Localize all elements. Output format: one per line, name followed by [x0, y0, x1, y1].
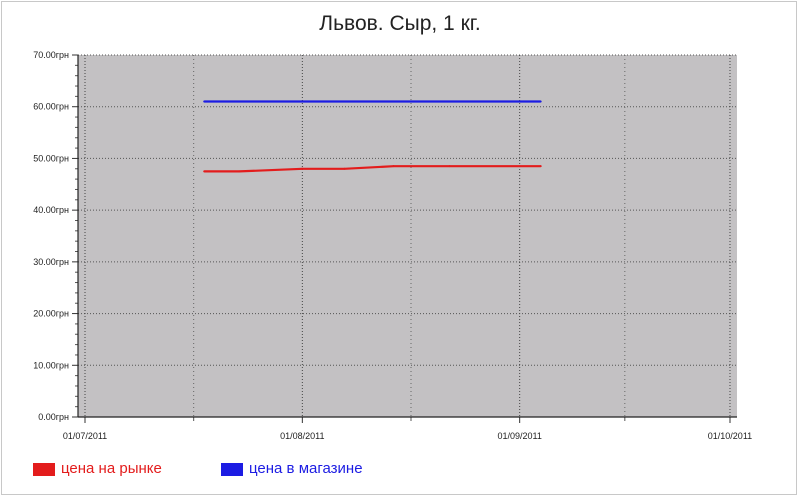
- y-tick-label: 30.00грн: [33, 257, 69, 267]
- data-point: [392, 165, 395, 168]
- x-tick-label: 01/07/2011: [63, 431, 107, 441]
- data-point: [448, 165, 451, 168]
- y-tick-label: 50.00грн: [33, 153, 69, 163]
- y-tick-label: 60.00грн: [33, 102, 69, 112]
- y-tick-label: 0.00грн: [38, 412, 69, 422]
- y-tick-label: 70.00грн: [33, 50, 69, 60]
- legend-label-store: цена в магазине: [249, 460, 363, 477]
- data-point: [301, 167, 304, 170]
- legend-swatch-store: [221, 463, 243, 476]
- y-tick-label: 40.00грн: [33, 205, 69, 215]
- x-tick-label: 01/08/2011: [280, 431, 324, 441]
- x-tick-labels: 01/07/2011 01/08/2011 01/09/2011 01/10/2011: [63, 431, 752, 441]
- data-point: [203, 100, 206, 103]
- chart-title: Львов. Сыр, 1 кг.: [319, 12, 481, 35]
- y-tick-label: 10.00грн: [33, 360, 69, 370]
- data-point: [238, 170, 241, 173]
- data-point: [203, 170, 206, 173]
- data-point: [539, 100, 542, 103]
- series-layer: [203, 100, 542, 173]
- plot-area: [78, 55, 737, 417]
- legend-swatch-market: [33, 463, 55, 476]
- data-point: [539, 165, 542, 168]
- axes: [72, 54, 737, 423]
- x-tick-label: 01/10/2011: [708, 431, 752, 441]
- y-tick-label: 20.00грн: [33, 309, 69, 319]
- legend-label-market: цена на рынке: [61, 460, 162, 477]
- x-tick-label: 01/09/2011: [497, 431, 541, 441]
- y-tick-labels: 0.00грн 10.00грн 20.00грн 30.00грн 40.00грн 5…: [33, 50, 69, 422]
- data-point: [343, 167, 346, 170]
